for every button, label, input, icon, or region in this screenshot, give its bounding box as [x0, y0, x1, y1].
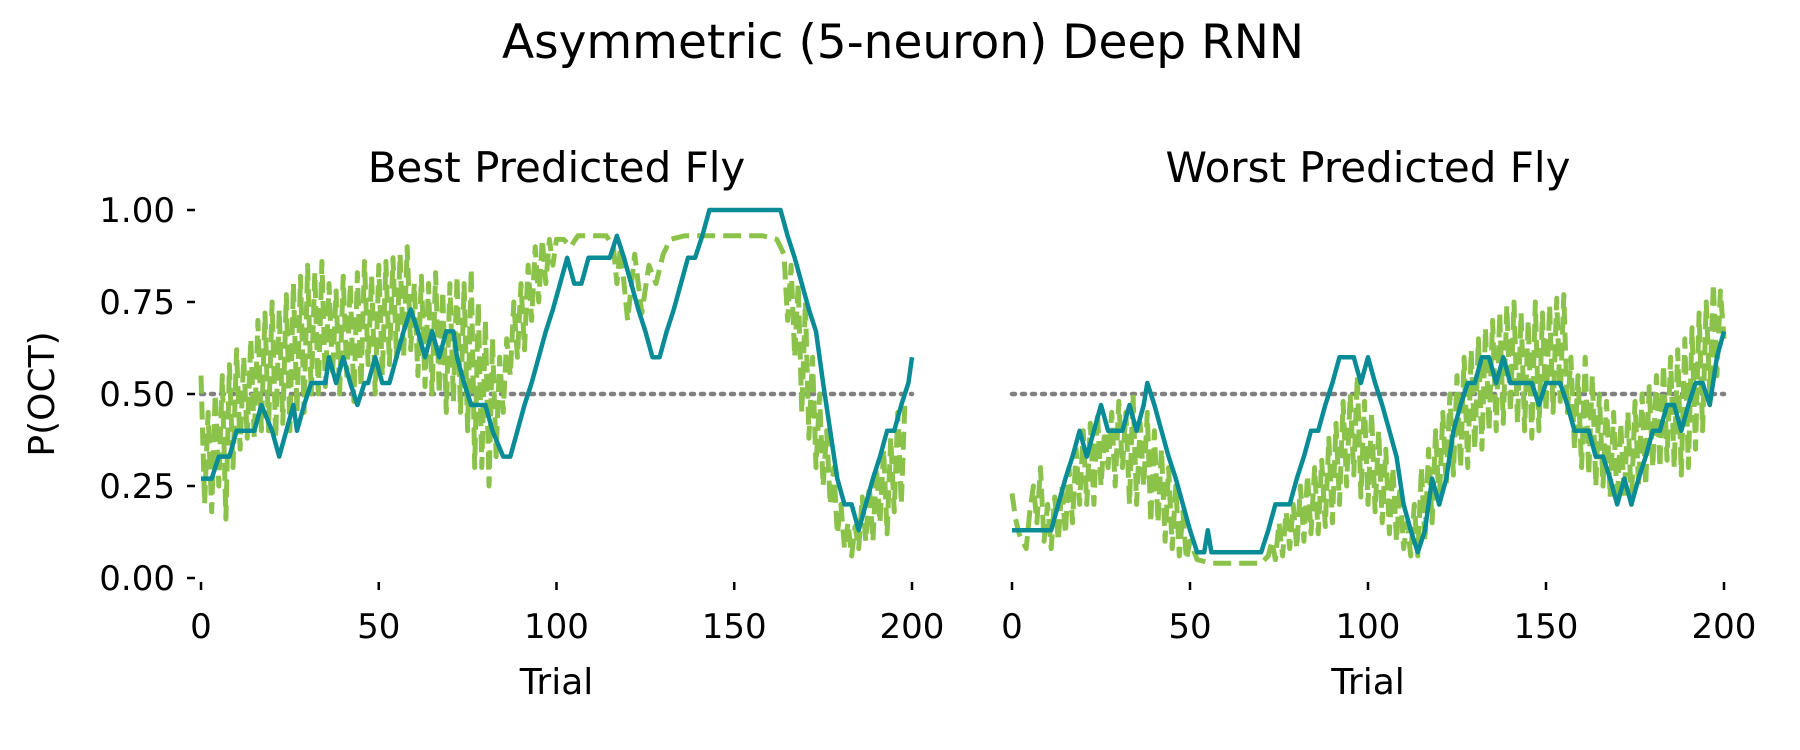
y-axis-label: P(OCT): [22, 331, 63, 456]
observed-choice-line: [1012, 330, 1727, 555]
x-tick-label: 200: [880, 607, 945, 647]
x-tick-label: 100: [1336, 607, 1401, 647]
x-axis-label: Trial: [1330, 662, 1405, 703]
x-tick-label: 150: [702, 607, 767, 647]
y-tick-label: 1.00: [99, 191, 175, 231]
model-prediction-line: [198, 233, 908, 559]
y-tick-label: 0.50: [99, 375, 175, 415]
x-tick-label: 0: [1001, 607, 1023, 647]
x-tick-label: 150: [1514, 607, 1579, 647]
x-tick-label: 200: [1692, 607, 1757, 647]
y-tick-label: 0.25: [99, 467, 175, 507]
y-tick-label: 0.75: [99, 283, 175, 323]
figure-title: Asymmetric (5-neuron) Deep RNN: [502, 15, 1304, 70]
model-prediction-line: [1009, 281, 1727, 566]
x-tick-label: 0: [190, 607, 212, 647]
observed-choice-line: [201, 207, 915, 533]
panel-title: Best Predicted Fly: [368, 143, 746, 192]
x-axis-label: Trial: [519, 662, 594, 703]
panel-title: Worst Predicted Fly: [1166, 143, 1571, 192]
panel-best-predicted-fly: Best Predicted Fly 0 50 100 150 200 Trial 0.00 0…: [22, 143, 944, 703]
x-tick-label: 50: [1168, 607, 1211, 647]
x-tick-label: 100: [524, 607, 589, 647]
x-tick-label: 50: [357, 607, 400, 647]
panel-worst-predicted-fly: Worst Predicted Fly 0 50 100 150 200 Trial: [1001, 143, 1756, 703]
y-tick-label: 0.00: [99, 559, 175, 599]
